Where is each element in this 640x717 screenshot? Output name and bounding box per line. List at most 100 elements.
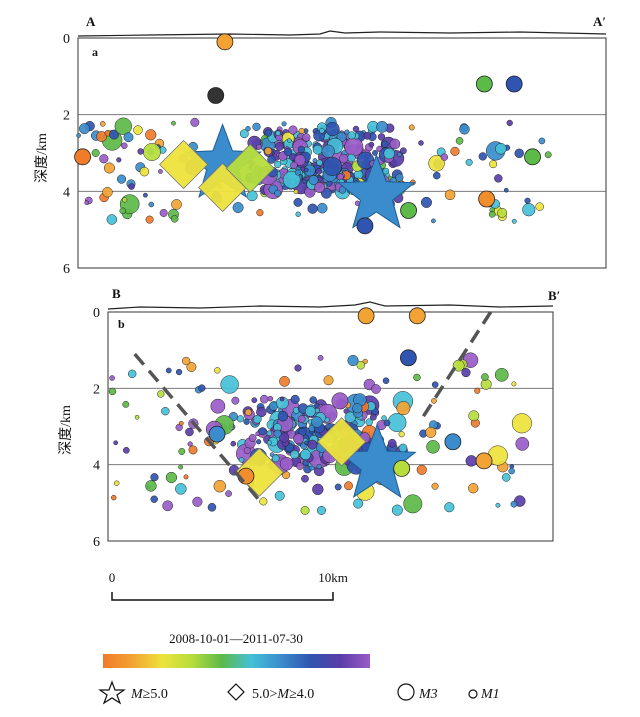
event-circle: [321, 144, 335, 158]
event-circle: [298, 127, 305, 135]
event-circle: [418, 140, 424, 146]
section-start-a: A: [86, 14, 96, 29]
legend-circle-small-icon: [468, 689, 478, 699]
event-circle: [398, 431, 405, 438]
y-tick-label: 6: [93, 535, 100, 550]
event-circle-m3: [444, 433, 462, 451]
event-circle: [312, 158, 318, 163]
event-circle: [122, 400, 130, 408]
event-circle: [450, 146, 460, 156]
event-circle: [300, 449, 312, 461]
event-circle: [182, 356, 191, 366]
event-circle: [277, 410, 289, 422]
event-circle: [99, 121, 106, 127]
event-circle: [312, 144, 323, 155]
scale-bar-line: [111, 592, 334, 601]
event-circle: [256, 406, 267, 418]
legend-diamond-rest: ≥4.0: [289, 687, 314, 702]
event-circle: [538, 137, 546, 145]
event-circle: [288, 125, 298, 135]
event-circle: [514, 148, 524, 159]
background-events-b: [108, 352, 532, 516]
event-circle: [274, 490, 285, 501]
event-circle: [297, 145, 305, 154]
event-circle: [382, 167, 390, 175]
event-circle: [399, 147, 407, 155]
event-circle: [376, 120, 389, 133]
scale-bar-start-label: 0: [109, 570, 116, 585]
event-circle: [301, 178, 307, 184]
event-circle: [111, 494, 117, 501]
event-circle: [503, 187, 509, 193]
event-circle: [372, 150, 378, 156]
event-circle: [301, 474, 309, 483]
event-circle: [352, 403, 363, 414]
event-circle: [368, 141, 375, 148]
y-tick-label: 0: [63, 32, 70, 47]
event-circle: [293, 433, 304, 445]
event-circle: [78, 123, 90, 135]
event-circle: [300, 506, 310, 515]
event-circle: [273, 429, 282, 438]
event-circle: [252, 122, 261, 131]
event-circle: [143, 192, 148, 198]
events-a: [74, 33, 541, 235]
event-circle-m3: [357, 307, 375, 325]
event-circle: [121, 142, 128, 149]
event-circle: [295, 211, 301, 217]
event-circle: [150, 495, 158, 503]
legend-circle-large-icon: [397, 683, 415, 701]
event-circle-m3: [475, 452, 493, 470]
event-circle: [281, 121, 287, 127]
event-diamond: [159, 139, 209, 190]
event-circle: [145, 129, 157, 141]
event-circle: [161, 406, 170, 416]
event-circle: [259, 497, 268, 506]
event-circle: [109, 375, 115, 381]
event-circle: [207, 503, 217, 512]
y-ticks-a: 0 2 4 6: [63, 32, 70, 277]
event-circle: [266, 440, 272, 446]
y-tick-label: 6: [63, 262, 70, 277]
event-circle: [309, 396, 317, 404]
event-star: [337, 153, 416, 229]
event-circle: [535, 202, 544, 211]
legend-label-m1: M1: [480, 687, 500, 702]
event-circle: [474, 387, 481, 394]
event-circle: [489, 160, 498, 169]
event-circle-m3: [216, 33, 234, 51]
colorbar: 2008-10-01—2011-07-30: [103, 631, 370, 668]
event-circle: [398, 443, 408, 453]
event-circle: [344, 129, 350, 135]
event-circle: [178, 420, 184, 426]
event-circle: [165, 471, 178, 484]
event-circle: [444, 189, 456, 201]
y-tick-label: 0: [93, 306, 100, 321]
event-circle-m3: [356, 217, 374, 235]
event-circle: [96, 131, 107, 142]
event-circle: [282, 171, 301, 189]
event-circle: [465, 158, 473, 166]
topography-a: [77, 30, 607, 37]
event-circle: [352, 125, 360, 133]
event-circle: [511, 218, 517, 224]
event-circle: [187, 441, 193, 447]
event-circle: [198, 384, 206, 392]
event-circle: [293, 197, 303, 207]
y-ticks-b: 0 2 4 6: [93, 306, 100, 550]
event-circle: [296, 462, 304, 470]
event-circle: [109, 129, 120, 140]
event-circle: [425, 426, 437, 438]
event-circle: [294, 169, 301, 176]
event-circle: [256, 209, 264, 217]
legend-diamond-var: M: [276, 687, 290, 702]
colorbar-label: 2008-10-01—2011-07-30: [169, 631, 303, 646]
event-circle: [316, 463, 322, 470]
event-circle: [431, 397, 437, 404]
event-circle: [255, 431, 260, 437]
event-circle: [236, 415, 244, 423]
event-circle: [106, 214, 118, 225]
event-circle: [279, 376, 290, 387]
plot-frame-b: [107, 311, 554, 542]
event-circle: [266, 430, 273, 437]
